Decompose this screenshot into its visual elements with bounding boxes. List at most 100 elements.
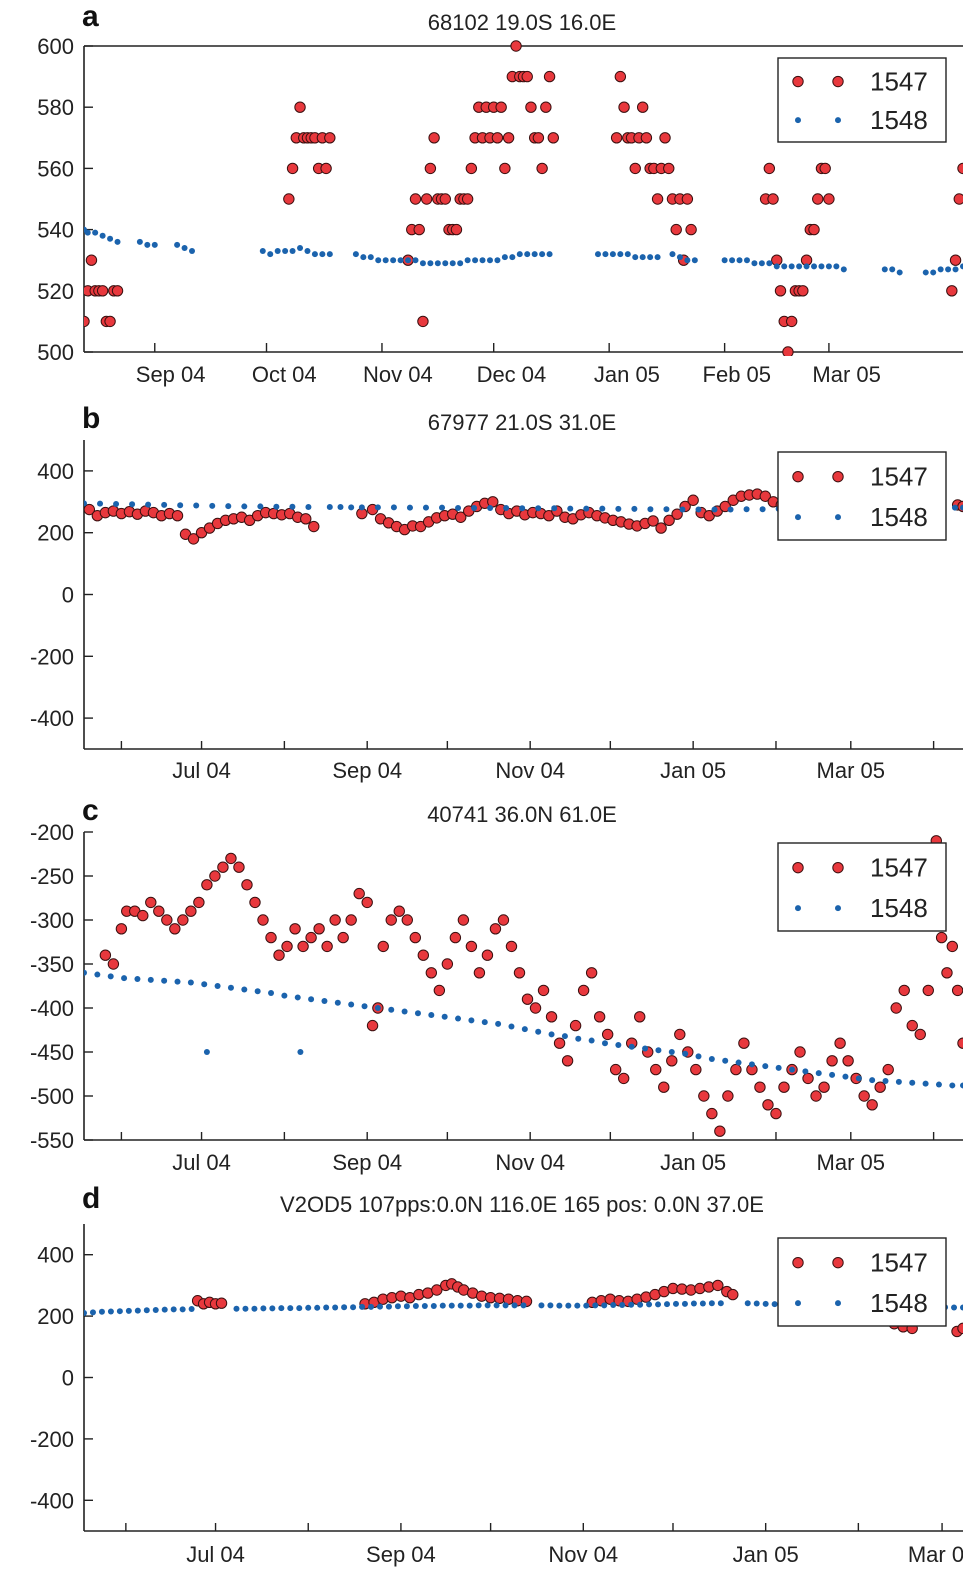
data-point-1547 [417,949,430,961]
legend-box [777,842,947,932]
data-point-1548 [374,1005,381,1011]
data-point-1548 [84,1310,87,1317]
data-point-1548 [684,257,691,264]
data-point-1547 [153,905,165,917]
data-point-1548 [241,986,248,993]
data-point-1548 [601,1040,608,1047]
y-tick-label: -400 [30,706,74,731]
data-point-1547 [754,1081,766,1093]
data-point-1548 [493,1302,500,1309]
chart-panel-c: c 40741 36.0N 61.0E -550 -500 -450 -400 -350 -3… [30,794,963,1175]
data-point-1548 [615,1041,622,1048]
data-point-1547 [767,193,779,205]
data-point-1547 [84,315,90,328]
data-point-1547 [946,940,959,953]
data-point-1547 [540,101,552,113]
data-point-1548 [257,503,264,510]
data-point-1548 [889,266,896,273]
data-point-1548 [475,1302,482,1309]
data-point-1548 [588,1037,595,1044]
data-point-1547 [659,132,671,144]
data-point-1547 [738,1037,750,1049]
data-point-1547 [289,923,301,935]
data-point-1547 [187,533,200,545]
data-point-1548 [815,1070,822,1077]
chart-title: 67977 21.0S 31.0E [428,410,616,435]
data-point-1548 [663,506,670,513]
data-point-1548 [326,251,333,258]
data-point-1548 [121,975,128,982]
data-point-1548 [114,238,121,245]
data-point-1547 [636,101,649,113]
data-point-1548 [642,1045,649,1052]
data-point-1548 [766,260,773,267]
data-point-1547 [428,132,440,144]
data-point-1548 [134,975,141,982]
legend-marker-1548 [835,117,841,124]
data-point-1548 [289,503,296,510]
data-point-1548 [699,1300,706,1307]
data-point-1548 [583,1302,590,1309]
data-point-1547 [953,193,963,205]
data-point-1548 [753,1300,760,1307]
data-point-1548 [615,505,622,512]
data-point-1548 [321,997,328,1004]
legend-marker-1547 [832,470,844,483]
legend-marker-1548 [835,1300,841,1307]
data-point-1547 [650,1063,662,1076]
data-point-1547 [449,931,462,944]
data-point-1547 [609,1063,622,1076]
data-point-1548 [825,263,832,270]
data-point-1547 [762,1099,774,1111]
data-point-1547 [778,1081,790,1093]
data-point-1548 [125,1307,132,1314]
data-point-1548 [708,1300,715,1307]
data-point-1548 [348,504,355,511]
data-point-1547 [618,101,630,113]
data-point-1548 [177,502,184,509]
data-point-1548 [796,263,803,270]
data-point-1547 [785,315,798,328]
data-point-1547 [797,285,809,297]
data-point-1548 [743,506,750,513]
data-point-1547 [177,914,189,926]
legend-label: 1548 [870,893,928,923]
data-point-1548 [161,1306,168,1313]
data-point-1547 [433,984,446,997]
data-point-1547 [882,1063,894,1076]
data-point-1548 [762,1300,769,1307]
data-point-1547 [465,162,478,175]
data-point-1548 [441,1013,448,1020]
data-point-1547 [706,1107,718,1120]
data-point-1548 [129,501,136,508]
data-point-1547 [84,503,96,516]
data-point-1548 [233,1305,240,1312]
legend-marker-1547 [832,861,844,874]
data-point-1548 [479,257,486,264]
plot-area [84,40,963,356]
x-tick-label: Mar 05 [812,362,880,387]
data-point-1548 [274,248,281,255]
data-point-1548 [788,263,795,270]
data-point-1548 [775,1064,782,1071]
data-point-1548 [937,266,944,273]
data-point-1548 [457,1302,464,1309]
legend: 1547 1548 [777,1237,947,1327]
data-point-1548 [922,1080,929,1087]
data-point-1547 [670,223,682,236]
data-point-1548 [390,257,397,264]
data-point-1548 [116,1308,123,1315]
data-point-1547 [283,193,295,205]
y-tick-label: 0 [62,583,74,608]
data-point-1547 [329,914,341,926]
data-point-1547 [424,162,437,175]
legend-marker-1547 [792,470,804,483]
data-point-1547 [525,101,537,113]
data-point-1547 [663,162,675,175]
data-point-1547 [193,896,205,909]
legend-marker-1548 [795,1300,801,1307]
data-point-1548 [97,500,104,507]
data-point-1548 [952,266,959,273]
data-point-1548 [151,241,158,248]
plot-area [84,835,963,1137]
